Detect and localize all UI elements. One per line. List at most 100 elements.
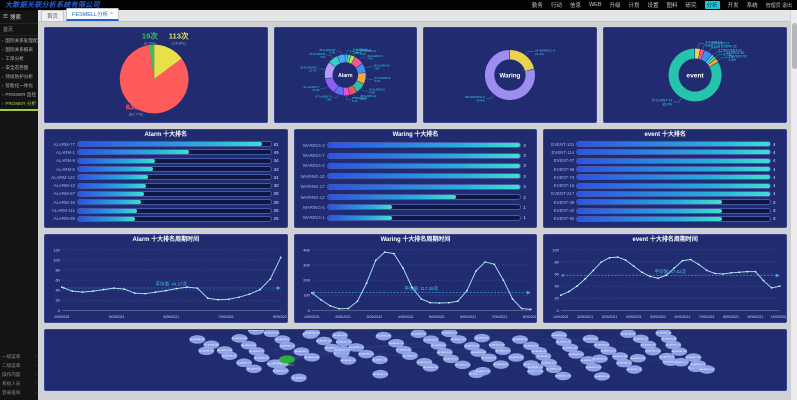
network-node[interactable]: ALARM-56	[512, 335, 528, 344]
user-logout-link[interactable]: 管理员 退出	[765, 2, 792, 9]
network-node[interactable]: ALARM-2	[535, 352, 552, 361]
network-node[interactable]: ALARM-8	[331, 331, 348, 340]
network-node[interactable]: ALARM-2	[290, 373, 307, 383]
nav-item[interactable]: 信息	[569, 3, 581, 9]
network-node[interactable]: ALARM-109	[231, 334, 248, 343]
network-node[interactable]: ALARM-4	[401, 351, 418, 361]
tab-FESMELL分析[interactable]: FESMELL分析 ×	[66, 8, 120, 21]
network-node[interactable]: ALARM-119	[562, 343, 579, 353]
network-node[interactable]: ALARM-23	[545, 364, 562, 374]
network-node[interactable]: ALARM-34	[594, 372, 610, 381]
network-node[interactable]: ALARM-79	[527, 362, 543, 372]
sidebar-bottom-item[interactable]: 一级菜单 ›	[0, 352, 38, 361]
network-node[interactable]: ALARM-26	[279, 341, 295, 351]
nav-item[interactable]: 计划	[628, 3, 640, 9]
sidebar-item[interactable]: ▪国际关系处理配置	[0, 36, 38, 45]
nav-item[interactable]: 升级	[609, 3, 621, 9]
network-node[interactable]: ALARM-36	[671, 347, 687, 356]
network-node[interactable]: ALARM-15	[340, 356, 356, 365]
network-node[interactable]: ALARM-10	[620, 330, 636, 339]
tab-首页[interactable]: 首页	[41, 10, 65, 21]
network-node[interactable]: ALARM-29	[626, 365, 642, 374]
sidebar-bottom-item[interactable]: 系统人员 ›	[0, 379, 38, 388]
sidebar-item[interactable]: ▪ 智能化一体化	[0, 81, 38, 90]
network-node[interactable]: ALARM-14	[454, 360, 471, 370]
network-node[interactable]: ALARM-78	[371, 355, 388, 365]
network-node[interactable]: ALARM-7	[293, 347, 310, 356]
network-node[interactable]: ALARM-76	[698, 365, 715, 374]
network-node[interactable]: ALARM-18	[348, 343, 364, 352]
network-node[interactable]: ALARM-47	[616, 358, 632, 368]
network-node[interactable]: ALARM-39	[629, 353, 646, 363]
network-node[interactable]: ALARM-103	[441, 330, 458, 338]
nav-item[interactable]: 设置	[647, 3, 659, 9]
close-icon[interactable]: ×	[110, 11, 114, 17]
nav-item[interactable]: 勤务	[531, 3, 543, 9]
sidebar-home[interactable]: 首页	[0, 24, 38, 36]
sidebar-item[interactable]: ▪ 国际关系报表	[0, 45, 38, 54]
network-node[interactable]: ALARM-44	[422, 363, 439, 372]
sidebar-item[interactable]: ▪ PROMER 监控	[0, 90, 38, 99]
network-node[interactable]: ALARM-63	[430, 341, 447, 350]
network-node[interactable]: ALARM-102	[645, 346, 662, 356]
sidebar-item[interactable]: ▪ 安全态势图	[0, 63, 38, 72]
network-node[interactable]: ALARM-69	[303, 352, 320, 362]
network-node[interactable]: ALARM-46	[662, 357, 679, 366]
network-node[interactable]: ALARM-64	[508, 353, 524, 362]
sidebar-item[interactable]: ▪ 持续防护分析	[0, 72, 38, 81]
network-node[interactable]: ALARM-119	[451, 335, 468, 344]
scrollbar-thumb[interactable]	[792, 23, 797, 69]
network-node[interactable]: ALARM-104	[336, 337, 353, 347]
network-node[interactable]: ALARM-106	[600, 346, 617, 356]
network-node[interactable]: ALARM-84	[189, 335, 205, 344]
network-node[interactable]: ALARM-115	[248, 330, 265, 335]
sidebar-bottom-item[interactable]: 二级菜单 ›	[0, 361, 38, 370]
network-node[interactable]: ALARM-103	[273, 366, 290, 376]
network-node[interactable]: ALARM-9	[245, 364, 262, 374]
network-node[interactable]: ALARM-117	[335, 345, 352, 355]
nav-item[interactable]: WEB	[588, 2, 602, 8]
network-node[interactable]: ALARM-78	[410, 330, 427, 339]
sidebar-bottom-item[interactable]: 操作内容 ›	[0, 370, 38, 379]
network-node[interactable]: ALARM-89	[375, 331, 392, 341]
network-node[interactable]: ALARM-63	[221, 351, 237, 361]
network-node[interactable]: ALARM-6	[473, 333, 490, 343]
network-node[interactable]: ALARM-86	[474, 366, 491, 376]
sidebar-item[interactable]: ▪ 工单分析	[0, 54, 38, 63]
network-node[interactable]: ALARM-110	[586, 362, 603, 372]
network-node[interactable]: ALARM-13	[240, 340, 257, 350]
sidebar-item[interactable]: ▪ PROMER 分析	[0, 99, 38, 108]
network-node[interactable]: ALARM-13	[665, 340, 681, 350]
network-node[interactable]: ALARM-66	[612, 352, 628, 361]
nav-item[interactable]: 研究	[685, 3, 697, 9]
network-node[interactable]: ALARM-88	[198, 346, 214, 356]
network-node[interactable]: ALARM-30	[463, 341, 480, 351]
network-node[interactable]: ALARM-101	[685, 353, 702, 362]
page-scrollbar[interactable]	[790, 10, 797, 400]
network-node[interactable]: ALARM-78	[304, 330, 320, 338]
network-node[interactable]: ALARM-20	[632, 334, 649, 344]
network-node[interactable]: ALARM-76	[388, 338, 404, 348]
nav-item[interactable]: 分析	[704, 1, 720, 9]
nav-item[interactable]: 行动	[550, 3, 562, 9]
sidebar-search[interactable]: ☰ 搜索	[0, 10, 38, 24]
network-node[interactable]: ALARM-53	[372, 369, 388, 379]
network-node[interactable]: ALARM-105	[555, 371, 572, 381]
network-root-node[interactable]: ALARM-0	[279, 355, 295, 366]
sidebar-bottom-item[interactable]: 登录查询 ›	[0, 388, 38, 397]
network-node[interactable]: ALARM-67	[568, 350, 584, 359]
nav-item[interactable]: 图料	[666, 3, 678, 9]
network-node[interactable]: ALARM-12	[442, 354, 459, 364]
network-node[interactable]: ALARM-90	[436, 348, 453, 357]
network-node[interactable]: ALARM-73	[248, 346, 265, 356]
nav-item[interactable]: 系统	[746, 3, 758, 9]
network-node[interactable]: ALARM-33	[253, 353, 270, 363]
network-node[interactable]: ALARM-71	[236, 358, 252, 368]
network-node[interactable]: ALARM-69	[470, 348, 487, 357]
network-node[interactable]: ALARM-76	[494, 346, 511, 356]
network-node[interactable]: ALARM-21	[591, 354, 608, 364]
network-node[interactable]: ALARM-28	[480, 353, 497, 363]
network-node[interactable]: ALARM-65	[492, 360, 509, 369]
nav-item[interactable]: 开发	[727, 3, 739, 9]
network-node[interactable]: ALARM-112	[316, 336, 333, 346]
